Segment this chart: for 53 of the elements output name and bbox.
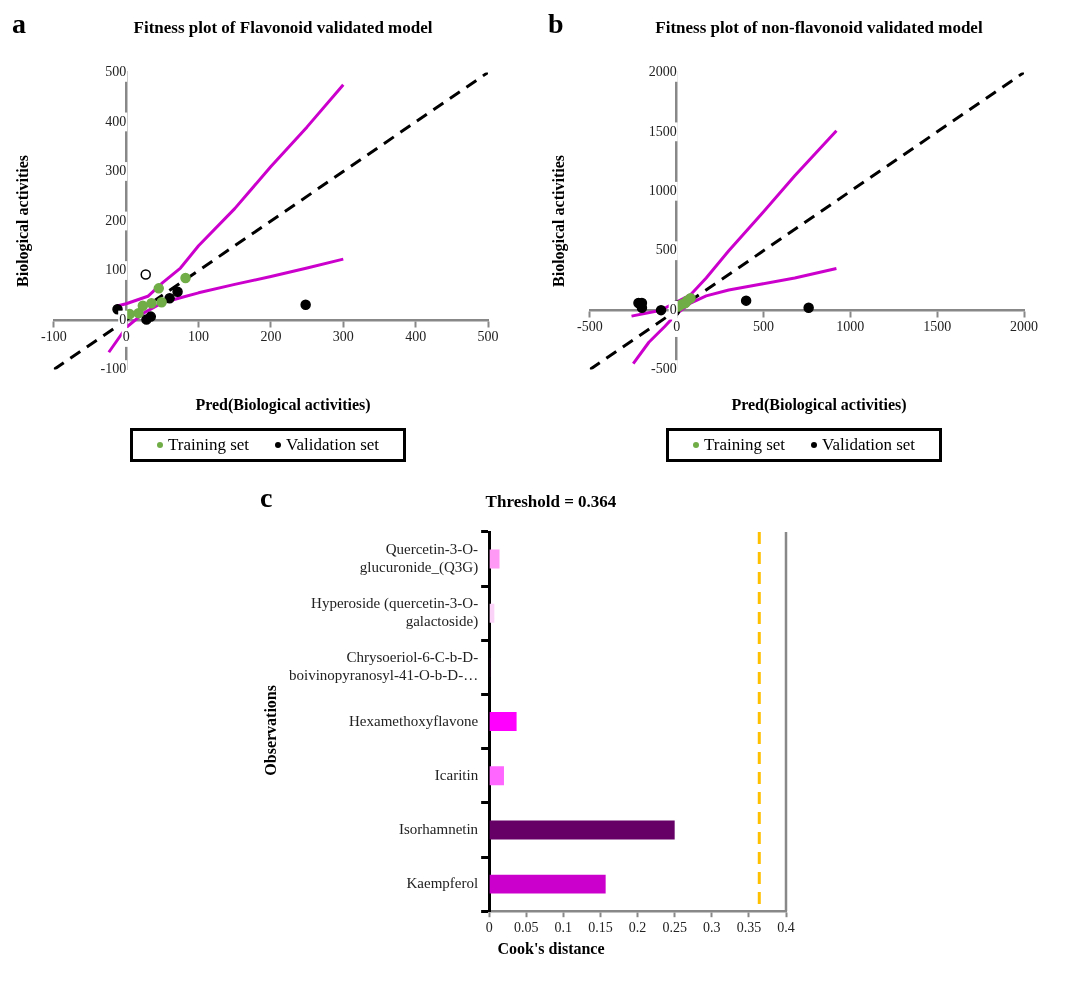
x-tick-label: 0.4 [777,920,795,936]
x-tick-label: 0.2 [628,920,647,936]
x-tick-label: 300 [332,329,354,345]
y-tick-label: Hyperoside (quercetin-3-O-galactoside) [311,595,479,631]
chart-title: Threshold = 0.364 [485,492,617,511]
y-tick-label: 300 [105,163,127,179]
legend-label: Training set [167,435,250,455]
x-tick-label: 0.05 [513,920,539,936]
x-tick-label: 0.3 [703,920,721,936]
y-tick-label: 2000 [648,64,677,80]
x-tick-label: 100 [188,329,210,345]
y-tick-label: Icaritin [434,766,479,783]
x-tick-label: 500 [477,329,499,345]
y-tick-label: Chrysoeriol-6-C-b-D-boivinopyranosyl-41-O-b-D-… [288,649,479,684]
y-tick-label: 500 [655,242,677,258]
x-tick-label: 0 [485,920,493,936]
y-tick-label: Isorhamnetin [398,820,479,837]
x-tick-label: 1000 [836,319,865,335]
y-tick-label: -500 [650,361,677,377]
y-tick-label: 1000 [648,182,677,198]
y-tick-label: -100 [100,361,127,377]
text: a [12,8,26,40]
x-axis-title: Pred(Biological activities) [730,396,908,414]
y-axis-title: Biological activities [550,155,568,287]
x-tick-label: -500 [577,319,603,335]
legend-label: Validation set [286,435,380,455]
y-tick-label: Hexamethoxyflavone [349,712,479,729]
y-tick-label: 100 [105,262,127,278]
chart-title: Fitness plot of non-flavonoid validated model [655,18,983,37]
text: b [548,8,564,40]
text: c [260,482,273,514]
x-tick-label: 1500 [923,319,952,335]
x-tick-label: -100 [41,329,67,345]
y-tick-label: 200 [105,212,127,228]
y-tick-label: 500 [105,64,127,80]
x-axis-title: Cook's distance [496,940,606,958]
x-tick-label: 500 [753,319,774,335]
y-tick-label: 1500 [648,123,677,139]
y-tick-label: 400 [105,113,127,129]
legend-label: Training set [703,435,786,455]
y-tick-label: Quercetin-3-O-glucuronide_(Q3G) [359,541,479,577]
legend-label: Validation set [822,435,916,455]
chart-title: Fitness plot of Flavonoid validated model [133,18,433,37]
x-tick-label: 0.1 [554,920,573,936]
x-tick-label: 2000 [1010,319,1038,335]
x-tick-label: 0.15 [588,920,613,936]
y-axis-title: Biological activities [14,155,32,287]
x-tick-label: 200 [260,329,282,345]
y-tick-label: Kaempferol [406,875,479,892]
x-tick-label: 0.35 [736,920,762,936]
x-tick-label: 0.25 [662,920,687,936]
x-axis-title: Pred(Biological activities) [194,396,372,414]
y-axis-title: Observations [262,684,280,776]
